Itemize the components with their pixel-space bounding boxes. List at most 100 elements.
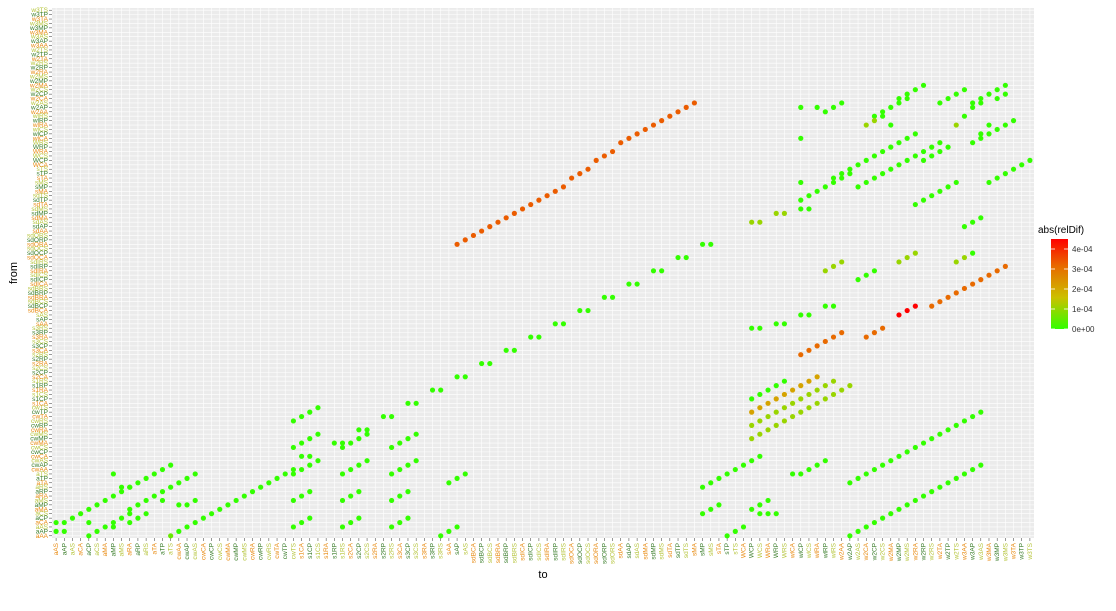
x-tick-label: sMP (700, 543, 707, 556)
data-point (953, 179, 959, 186)
x-tick-label: w2MP (896, 543, 903, 562)
y-tick-label: wlRA (32, 122, 49, 129)
y-tick-label: aTS (36, 471, 49, 478)
data-point (912, 153, 918, 159)
data-point (937, 299, 943, 305)
data-point (773, 321, 779, 327)
x-tick-label: sdAS (634, 542, 641, 558)
y-tick-label: s2RP (32, 356, 48, 363)
data-point (389, 524, 395, 530)
x-tick-label: w2TP (945, 543, 952, 561)
data-point (830, 104, 837, 110)
y-tick-label: sdBCA (28, 308, 49, 315)
data-point (446, 480, 452, 486)
y-tick-label: sdBRS (28, 285, 49, 292)
data-point (806, 391, 812, 398)
y-tick-label: wlRS (32, 113, 49, 120)
y-tick-label: sTP (36, 171, 48, 178)
data-point (168, 533, 174, 539)
y-tick-label: s1CP (32, 396, 48, 403)
data-point (389, 471, 395, 477)
data-point (798, 471, 804, 477)
data-point (830, 391, 837, 398)
y-tick-label: cwCP (31, 449, 48, 456)
x-tick-label: s3RP (430, 543, 437, 559)
data-point (929, 193, 935, 199)
data-point (307, 489, 313, 495)
data-point (798, 179, 804, 186)
data-point (757, 453, 763, 459)
x-tick-label: cwRA (249, 542, 256, 560)
data-point (536, 197, 542, 203)
data-point (339, 440, 346, 446)
x-tick-label: aCS (94, 542, 101, 555)
x-tick-label: w3TP (1019, 543, 1026, 561)
y-tick-label: sdOCA (27, 255, 49, 262)
plot-panel (52, 8, 1034, 538)
y-tick-label: sdTS (33, 193, 49, 200)
x-tick-label: aRS (143, 542, 150, 555)
data-point (798, 206, 804, 212)
data-point (912, 87, 918, 93)
data-point (585, 166, 591, 172)
data-point (929, 489, 935, 495)
data-point (847, 533, 853, 539)
y-tick-label: sdBRP (28, 290, 48, 297)
data-point (896, 100, 902, 106)
data-point (929, 153, 935, 159)
x-tick-label: cwCS (217, 542, 224, 560)
x-tick-label: sdTP (675, 543, 682, 558)
x-tick-label: sdMA (642, 542, 649, 559)
data-point (920, 157, 927, 163)
x-tick-label: sAS (462, 542, 469, 555)
x-tick-label: sdBCA (470, 542, 477, 563)
y-tick-label: sdICA (30, 281, 48, 288)
data-point (184, 524, 190, 530)
y-tick-label: cwMP (30, 436, 48, 443)
y-tick-label: w2MA (29, 82, 49, 89)
data-point (413, 431, 419, 437)
data-point (168, 484, 174, 490)
y-tick-label: sMP (35, 184, 48, 191)
data-point (880, 148, 886, 155)
data-point (839, 330, 845, 336)
data-point (953, 290, 959, 296)
x-tick-label: w2MS (904, 542, 911, 562)
data-point (822, 383, 828, 389)
data-point (994, 126, 1000, 133)
y-tick-label: sdORA (27, 241, 49, 248)
data-point (896, 312, 902, 318)
y-tick-label: s1CS (32, 391, 49, 398)
data-point (953, 422, 959, 428)
data-point (650, 268, 657, 274)
data-point (863, 179, 869, 186)
data-point (241, 493, 247, 499)
x-tick-label: wlCA (790, 542, 797, 559)
data-point (994, 95, 1000, 102)
y-tick-label: sdOCS (27, 246, 49, 253)
data-point (937, 431, 943, 437)
data-point (749, 325, 755, 331)
y-tick-label: w3AP (30, 38, 48, 45)
data-point (798, 104, 804, 110)
x-tick-label: w3TA (1011, 542, 1018, 560)
data-point (806, 466, 812, 473)
x-tick-label: wlRS (831, 542, 838, 559)
data-point (487, 360, 493, 367)
data-point (151, 493, 157, 499)
data-point (953, 122, 959, 128)
data-point (315, 431, 321, 437)
y-tick-label: w2CS (30, 87, 49, 94)
data-point (143, 497, 149, 504)
data-point (200, 515, 206, 521)
x-tick-label: aTA (151, 542, 158, 554)
y-tick-label: w2TP (30, 51, 48, 58)
data-point (258, 484, 264, 490)
x-tick-label: aRP (135, 543, 142, 556)
data-point (1002, 171, 1008, 177)
data-point (176, 480, 182, 486)
data-point (961, 224, 968, 230)
data-point (839, 387, 845, 393)
data-point (1002, 122, 1008, 128)
data-point (86, 506, 92, 512)
